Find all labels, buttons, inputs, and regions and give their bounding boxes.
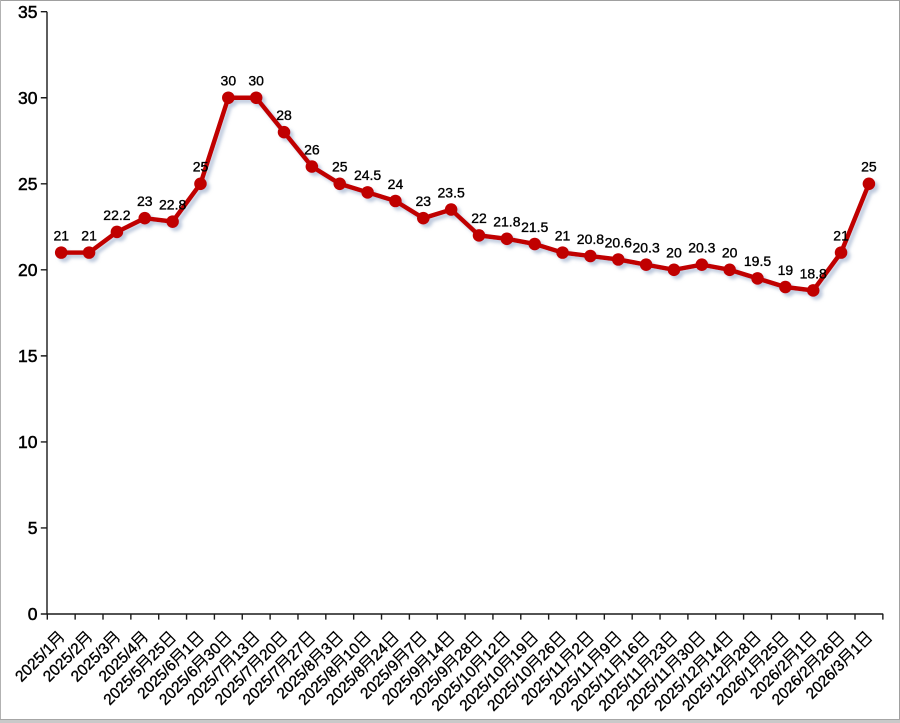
svg-text:24.5: 24.5 bbox=[354, 167, 381, 183]
svg-text:20: 20 bbox=[18, 260, 38, 280]
svg-text:5: 5 bbox=[28, 518, 38, 538]
svg-text:10: 10 bbox=[18, 432, 38, 452]
svg-text:15: 15 bbox=[18, 346, 37, 366]
svg-text:21: 21 bbox=[555, 227, 571, 243]
svg-text:20.6: 20.6 bbox=[605, 234, 632, 250]
svg-text:22: 22 bbox=[471, 210, 487, 226]
svg-text:25: 25 bbox=[18, 174, 37, 194]
svg-text:30: 30 bbox=[221, 73, 237, 89]
svg-text:20.3: 20.3 bbox=[632, 239, 659, 255]
svg-text:30: 30 bbox=[248, 73, 264, 89]
svg-text:24: 24 bbox=[388, 176, 404, 192]
svg-text:35: 35 bbox=[18, 2, 37, 22]
svg-text:18.8: 18.8 bbox=[800, 265, 827, 281]
svg-text:25: 25 bbox=[332, 159, 348, 175]
svg-text:23: 23 bbox=[416, 193, 432, 209]
svg-text:21: 21 bbox=[833, 227, 849, 243]
svg-text:20.3: 20.3 bbox=[688, 239, 715, 255]
svg-text:0: 0 bbox=[28, 604, 38, 624]
svg-text:23: 23 bbox=[137, 193, 153, 209]
svg-text:21: 21 bbox=[81, 227, 97, 243]
svg-text:20: 20 bbox=[666, 245, 682, 261]
svg-text:22.8: 22.8 bbox=[159, 196, 186, 212]
svg-text:28: 28 bbox=[276, 107, 292, 123]
svg-text:21.5: 21.5 bbox=[521, 219, 548, 235]
svg-text:19: 19 bbox=[778, 262, 794, 278]
svg-text:25: 25 bbox=[193, 159, 209, 175]
svg-text:21: 21 bbox=[53, 227, 69, 243]
svg-text:26: 26 bbox=[304, 141, 320, 157]
svg-text:22.2: 22.2 bbox=[103, 207, 130, 223]
svg-text:19.5: 19.5 bbox=[744, 253, 771, 269]
svg-text:25: 25 bbox=[861, 159, 877, 175]
svg-text:23.5: 23.5 bbox=[438, 184, 465, 200]
svg-text:20: 20 bbox=[722, 245, 738, 261]
svg-text:30: 30 bbox=[18, 88, 38, 108]
svg-text:21.8: 21.8 bbox=[493, 214, 520, 230]
svg-text:20.8: 20.8 bbox=[577, 231, 604, 247]
